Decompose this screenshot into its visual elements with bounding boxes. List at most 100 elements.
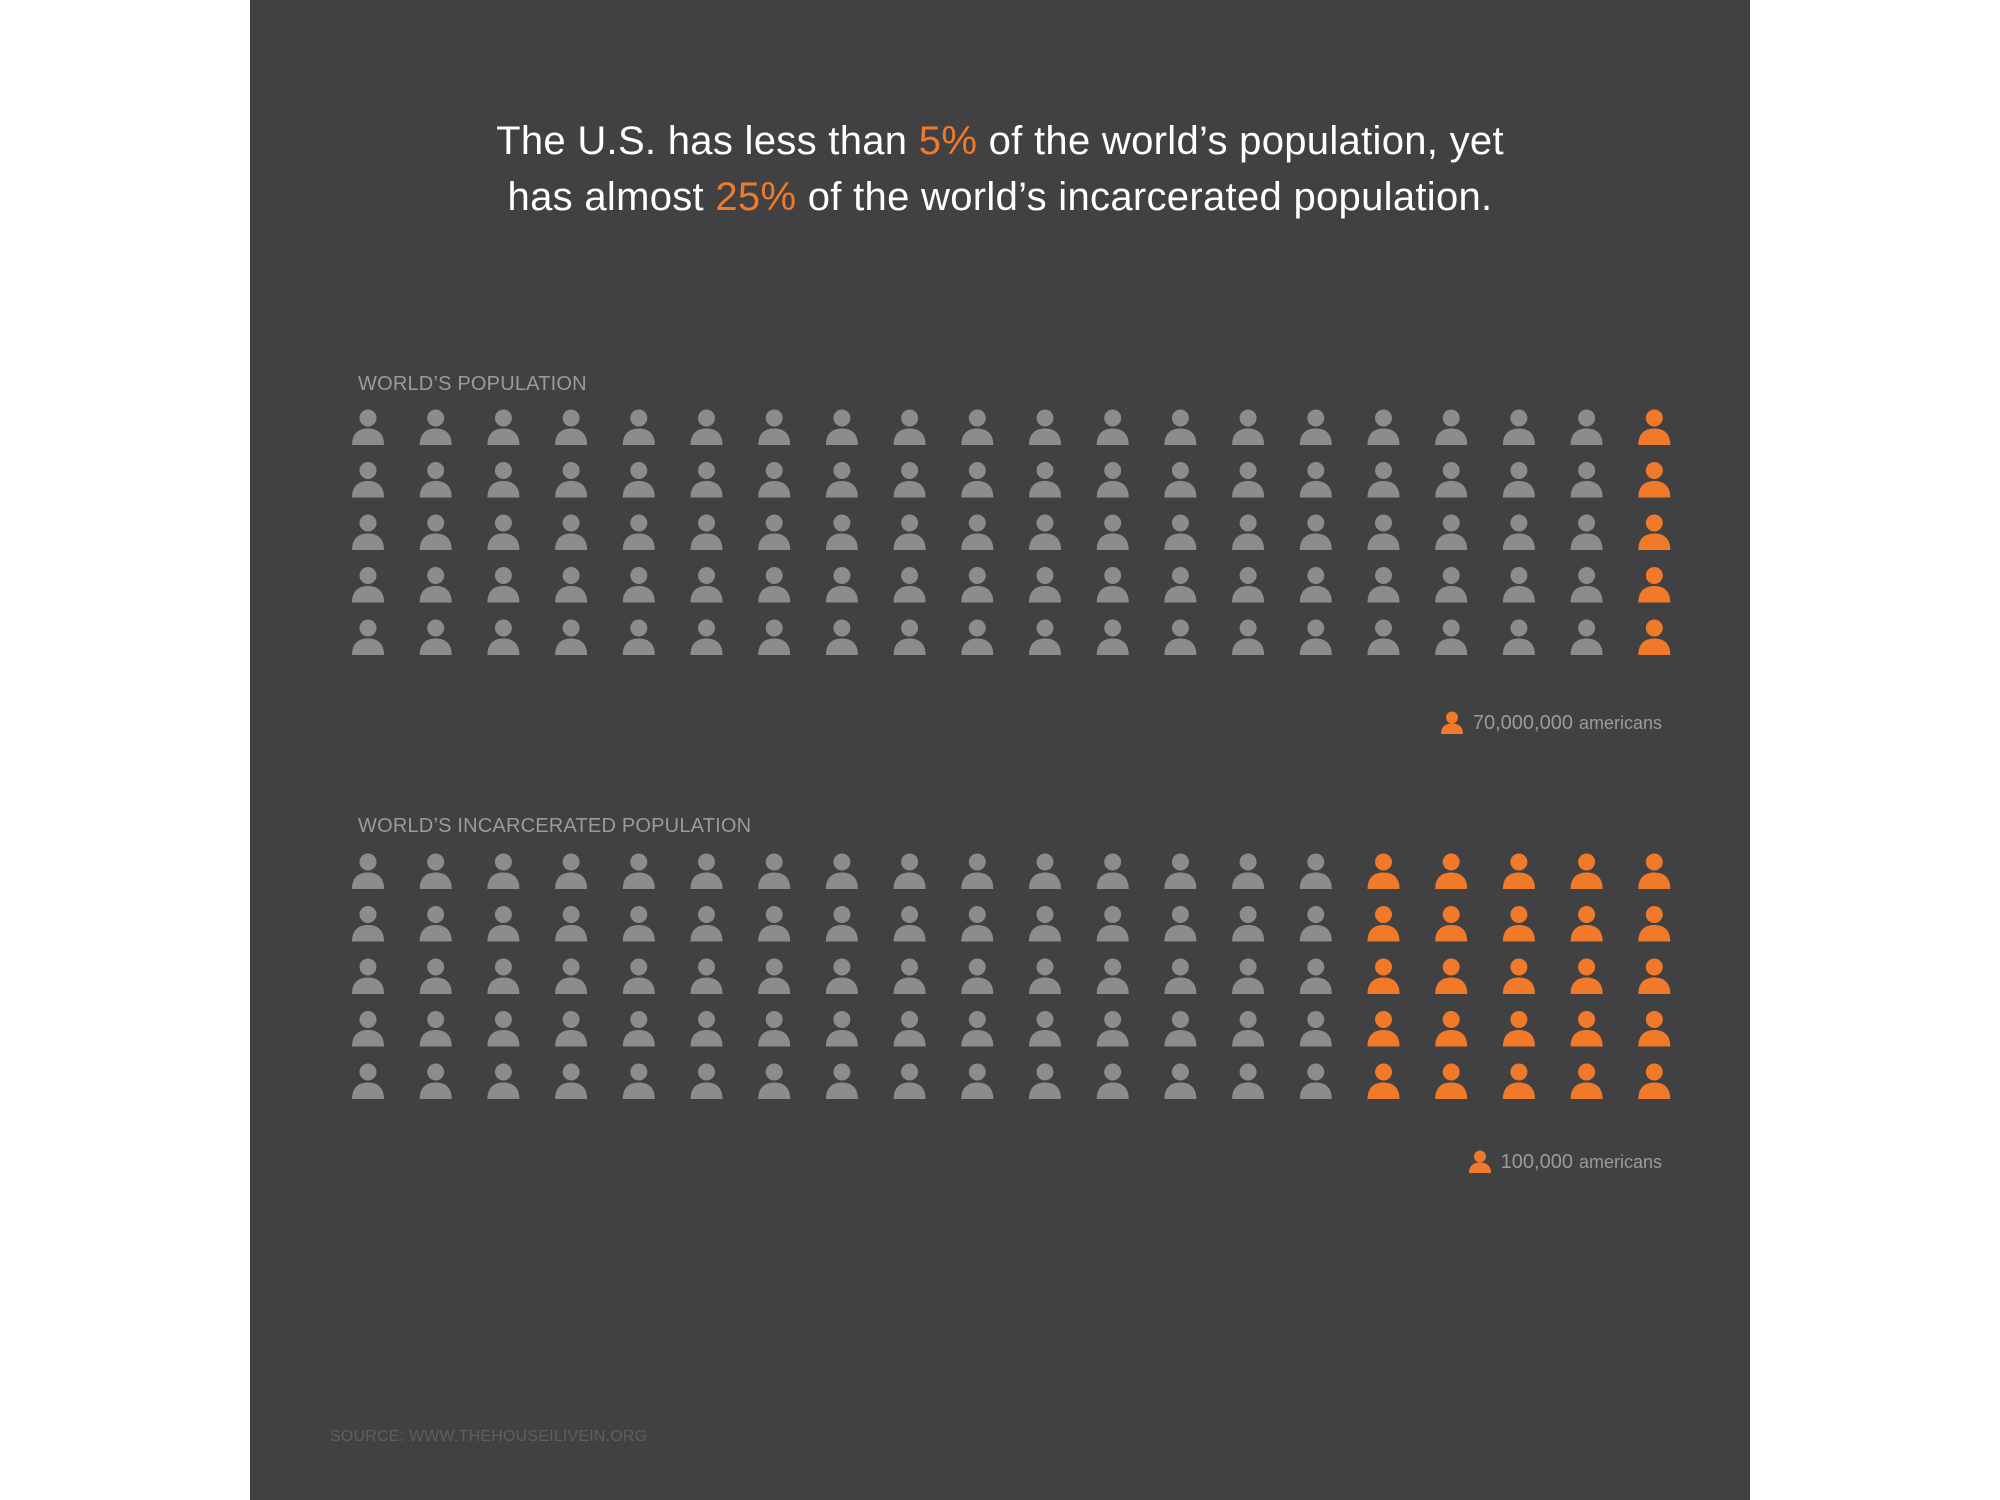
person-icon (1299, 958, 1332, 994)
person-icon (555, 567, 588, 603)
person-icon (1096, 1011, 1129, 1047)
person-icon (1029, 906, 1061, 942)
person-icon (961, 514, 994, 550)
person-icon (1232, 958, 1265, 994)
person-icon (1299, 567, 1332, 603)
person-icon (1299, 1063, 1332, 1099)
person-icon (758, 958, 791, 994)
person-icon (690, 853, 723, 889)
headline-text: The U.S. has less than (496, 119, 919, 163)
person-icon-highlighted (1638, 906, 1671, 942)
person-icon (825, 409, 858, 445)
headline-text: has almost (507, 175, 716, 219)
person-icon (825, 1011, 858, 1047)
person-icon (419, 1011, 452, 1047)
person-icon (1299, 462, 1332, 498)
person-icon (1299, 619, 1332, 655)
person-icon (825, 958, 858, 994)
person-icon (352, 514, 384, 550)
person-icon-highlighted (1502, 853, 1535, 889)
person-icon (487, 409, 520, 445)
headline-highlight-5-percent: 5% (918, 119, 978, 163)
person-icon (893, 514, 926, 550)
person-icon (622, 514, 655, 550)
person-icon (961, 958, 994, 994)
person-icon (487, 567, 520, 603)
person-icon (690, 409, 723, 445)
person-icon (1502, 619, 1535, 655)
person-icon (419, 462, 452, 498)
person-icon (1570, 462, 1603, 498)
person-icon (1502, 409, 1535, 445)
person-icon (487, 958, 520, 994)
person-icon (1570, 619, 1603, 655)
legend-unit: americans (1578, 712, 1662, 733)
person-icon (555, 853, 588, 889)
infographic-panel: The U.S. has less than 5% of the world’s… (250, 0, 1750, 1500)
person-icon (690, 906, 723, 942)
headline-text: of the world’s incarcerated population. (796, 175, 1493, 219)
person-icon (758, 1011, 791, 1047)
person-icon (1164, 958, 1197, 994)
person-icon (690, 514, 723, 550)
person-icon (1435, 409, 1468, 445)
person-icon (758, 409, 791, 445)
person-icon (1367, 462, 1400, 498)
person-icon (1367, 619, 1400, 655)
legend-amount: 100,000 (1500, 1150, 1573, 1173)
person-icon (961, 853, 994, 889)
person-icon (622, 462, 655, 498)
person-icon (690, 1063, 723, 1099)
headline-text: of the world’s population, yet (977, 119, 1504, 163)
person-icon-highlighted (1638, 514, 1671, 550)
person-icon (622, 567, 655, 603)
person-icon (1435, 619, 1468, 655)
person-icon (893, 1063, 926, 1099)
person-icon (825, 462, 858, 498)
person-icon (1232, 1011, 1265, 1047)
person-icon (419, 1063, 452, 1099)
person-icon-highlighted (1638, 619, 1671, 655)
person-icon (690, 1011, 723, 1047)
person-icon (352, 619, 384, 655)
person-icon (1096, 853, 1129, 889)
person-icon-highlighted (1638, 853, 1671, 889)
person-icon (1435, 514, 1468, 550)
person-icon (825, 906, 858, 942)
person-icon (1029, 1011, 1061, 1047)
person-icon-highlighted (1502, 958, 1535, 994)
incarcerated-population-legend: 100,000 americans (1468, 1150, 1662, 1174)
person-icon (1096, 409, 1129, 445)
person-icon (419, 567, 452, 603)
person-icon (555, 906, 588, 942)
person-icon (419, 853, 452, 889)
person-icon (690, 462, 723, 498)
person-icon (419, 906, 452, 942)
person-icon (1164, 853, 1197, 889)
person-icon (758, 619, 791, 655)
person-icon (1435, 567, 1468, 603)
person-icon (1029, 1063, 1061, 1099)
person-icon (352, 409, 384, 445)
person-icon (1299, 514, 1332, 550)
person-icon-highlighted (1502, 906, 1535, 942)
person-icon (352, 567, 384, 603)
person-icon (1468, 1150, 1491, 1173)
person-icon-highlighted (1570, 906, 1603, 942)
person-icon (555, 514, 588, 550)
person-icon (487, 906, 520, 942)
person-icon (487, 619, 520, 655)
person-icon-highlighted (1570, 958, 1603, 994)
person-icon (1435, 462, 1468, 498)
person-icon (352, 958, 384, 994)
person-icon (961, 567, 994, 603)
person-icon (758, 567, 791, 603)
person-icon (893, 619, 926, 655)
person-icon (352, 853, 384, 889)
person-icon (1367, 567, 1400, 603)
person-icon (1164, 462, 1197, 498)
person-icon-highlighted (1367, 958, 1400, 994)
person-icon-highlighted (1435, 1063, 1468, 1099)
world-population-label: WORLD’S POPULATION (358, 373, 587, 395)
person-icon (555, 1063, 588, 1099)
